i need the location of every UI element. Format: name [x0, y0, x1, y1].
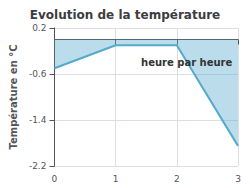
- svg-text:-2.2: -2.2: [29, 161, 47, 171]
- svg-text:Température en °C: Température en °C: [8, 44, 19, 149]
- svg-text:Evolution de la température: Evolution de la température: [30, 8, 221, 22]
- svg-text:-0.6: -0.6: [29, 69, 47, 79]
- svg-text:3: 3: [235, 174, 241, 184]
- svg-text:heure par heure: heure par heure: [141, 57, 232, 68]
- svg-text:0: 0: [52, 174, 58, 184]
- svg-text:0.2: 0.2: [32, 23, 46, 33]
- svg-text:-1.4: -1.4: [29, 115, 47, 125]
- svg-text:2: 2: [174, 174, 180, 184]
- svg-text:1: 1: [113, 174, 119, 184]
